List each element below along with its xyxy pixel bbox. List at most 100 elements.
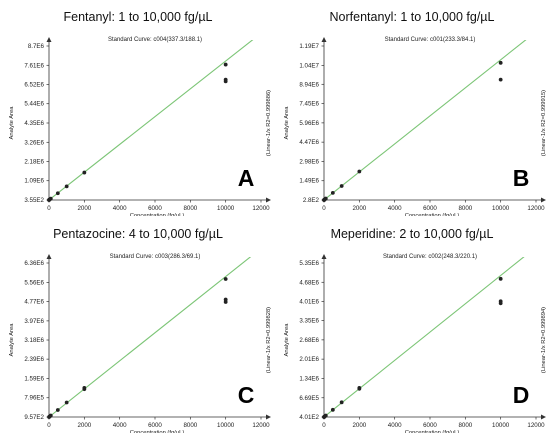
data-point [330, 190, 335, 195]
data-point [330, 407, 335, 412]
x-tick-label: 8000 [183, 422, 197, 429]
x-tick-label: 4000 [388, 422, 402, 429]
data-point [498, 276, 503, 281]
x-tick-label: 10000 [492, 422, 510, 429]
data-point [357, 386, 362, 390]
y-tick-label: 6.52E6 [24, 82, 44, 89]
data-point [64, 400, 69, 405]
x-tick-label: 2000 [352, 205, 366, 212]
y-tick-label: 3.97E6 [24, 318, 44, 325]
x-axis-label: Concentration (fg/µL) [130, 213, 185, 216]
fit-line [49, 40, 254, 200]
x-tick-label: 2000 [77, 422, 91, 429]
y-tick-label: 2.68E6 [299, 337, 319, 344]
fit-equation-label: (Linear-1/x R2=0.999894) [541, 307, 547, 373]
y-axis-label: Analyte Area [284, 106, 290, 140]
x-tick-label: 8000 [183, 205, 197, 212]
y-tick-label: 7.45E6 [299, 101, 319, 108]
fit-line [49, 257, 252, 417]
y-tick-label: 1.59E6 [24, 376, 44, 383]
x-tick-label: 4000 [388, 205, 402, 212]
y-tick-label: 4.77E6 [24, 299, 44, 306]
panel-a-chart: Fentanyl: 1 to 10,000 fg/µL Standard Curv… [9, 10, 272, 216]
y-tick-label: 7.61E6 [24, 62, 44, 69]
y-tick-label: 2.8E2 [303, 197, 320, 204]
x-axis-label: Concentration (fg/µL) [405, 430, 460, 433]
x-tick-label: 4000 [113, 422, 127, 429]
y-tick-label: 8.94E6 [299, 81, 319, 88]
panel-d: Meperidine: 2 to 10,000 fg/µL Standard Cu… [275, 217, 550, 433]
y-tick-label: 3.55E2 [24, 197, 44, 204]
y-tick-label: 4.01E6 [299, 299, 319, 306]
y-tick-label: 1.04E7 [299, 62, 319, 69]
y-tick-label: 5.44E6 [24, 101, 44, 108]
x-tick-label: 8000 [458, 205, 472, 212]
y-tick-label: 9.57E2 [24, 414, 44, 421]
panel-c: Pentazocine: 4 to 10,000 fg/µL Standard C… [0, 217, 275, 433]
x-tick-label: 0 [322, 422, 326, 429]
x-tick-label: 2000 [352, 422, 366, 429]
y-axis-arrow [46, 254, 52, 259]
y-tick-label: 3.18E6 [24, 337, 44, 344]
fit-line [324, 257, 525, 417]
x-axis-label: Concentration (fg/µL) [130, 430, 185, 433]
y-axis-label: Analyte Area [9, 323, 15, 357]
y-tick-label: 1.09E6 [24, 178, 44, 185]
data-point [82, 170, 87, 175]
y-tick-label: 5.96E6 [299, 120, 319, 127]
data-point [357, 169, 362, 174]
y-tick-label: 2.98E6 [299, 158, 319, 165]
data-point [339, 184, 344, 188]
fit-equation-label: (Linear-1/x R2=0.999828) [266, 307, 272, 373]
x-tick-label: 6000 [423, 205, 437, 212]
data-point [498, 301, 503, 306]
y-tick-label: 2.18E6 [24, 158, 44, 165]
x-tick-label: 12000 [252, 205, 270, 212]
x-axis-label: Concentration (fg/µL) [405, 213, 460, 216]
chart-title: Fentanyl: 1 to 10,000 fg/µL [64, 10, 213, 24]
data-point [48, 413, 53, 418]
y-tick-label: 4.01E2 [299, 414, 319, 421]
panel-d-chart: Meperidine: 2 to 10,000 fg/µL Standard Cu… [284, 227, 547, 433]
y-axis-label: Analyte Area [284, 323, 290, 357]
data-point [339, 400, 344, 405]
y-tick-label: 7.96E5 [24, 395, 44, 402]
y-axis-label: Analyte Area [9, 106, 15, 140]
y-tick-label: 3.35E6 [299, 318, 319, 325]
chart-subtitle: Standard Curve: c001(233.3/84.1) [385, 37, 476, 43]
panel-letter: D [513, 382, 530, 408]
y-tick-label: 5.35E6 [299, 260, 319, 267]
data-point [64, 184, 69, 189]
y-tick-label: 2.01E6 [299, 356, 319, 363]
data-point [82, 386, 87, 390]
x-tick-label: 12000 [527, 205, 545, 212]
x-axis-arrow [266, 414, 271, 420]
y-tick-label: 4.47E6 [299, 139, 319, 146]
chart-title: Pentazocine: 4 to 10,000 fg/µL [53, 227, 223, 241]
data-point [498, 77, 503, 82]
y-tick-label: 4.68E6 [299, 279, 319, 286]
panel-letter: A [238, 165, 255, 191]
chart-subtitle: Standard Curve: c004(337.3/188.1) [108, 37, 202, 43]
x-axis-arrow [541, 414, 546, 420]
y-tick-label: 2.39E6 [24, 356, 44, 363]
y-tick-label: 4.35E6 [24, 120, 44, 127]
x-axis-arrow [266, 197, 271, 203]
y-tick-label: 6.69E5 [299, 395, 319, 402]
x-tick-label: 8000 [458, 422, 472, 429]
y-tick-label: 1.49E6 [299, 178, 319, 185]
x-axis-arrow [541, 197, 546, 203]
fit-line [324, 40, 527, 200]
data-point [498, 60, 503, 65]
panel-letter: C [238, 382, 255, 408]
y-tick-label: 3.26E6 [24, 139, 44, 146]
data-point [223, 277, 228, 281]
y-tick-label: 8.7E6 [28, 43, 45, 50]
data-point [55, 408, 60, 412]
x-tick-label: 0 [322, 205, 326, 212]
y-tick-label: 5.56E6 [24, 279, 44, 286]
data-point [48, 196, 53, 201]
data-point [323, 196, 328, 201]
x-tick-label: 0 [47, 205, 51, 212]
